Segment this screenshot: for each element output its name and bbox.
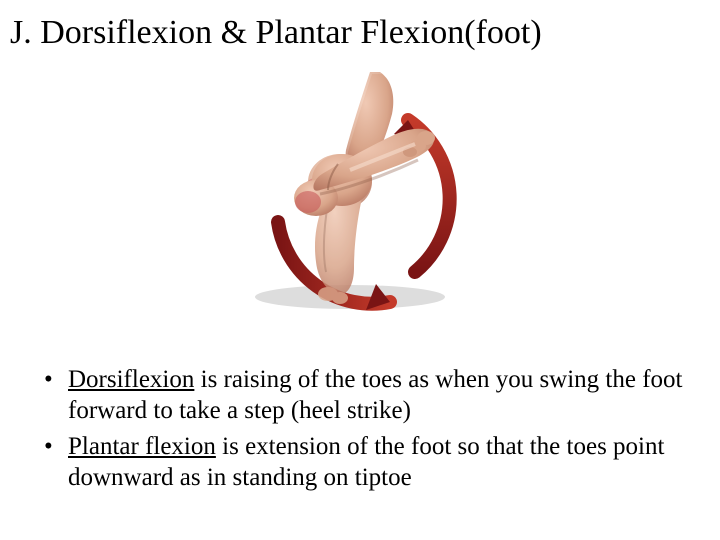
foot-motion-svg: [220, 72, 490, 322]
bullet-term: Dorsiflexion: [68, 366, 194, 393]
foot-motion-figure: [220, 72, 490, 322]
bullet-item: Dorsiflexion is raising of the toes as w…: [44, 364, 684, 427]
slide-title: J. Dorsiflexion & Plantar Flexion(foot): [10, 14, 542, 52]
bullet-list: Dorsiflexion is raising of the toes as w…: [44, 364, 684, 497]
bullet-item: Plantar flexion is extension of the foot…: [44, 431, 684, 494]
bullet-term: Plantar flexion: [68, 433, 216, 460]
